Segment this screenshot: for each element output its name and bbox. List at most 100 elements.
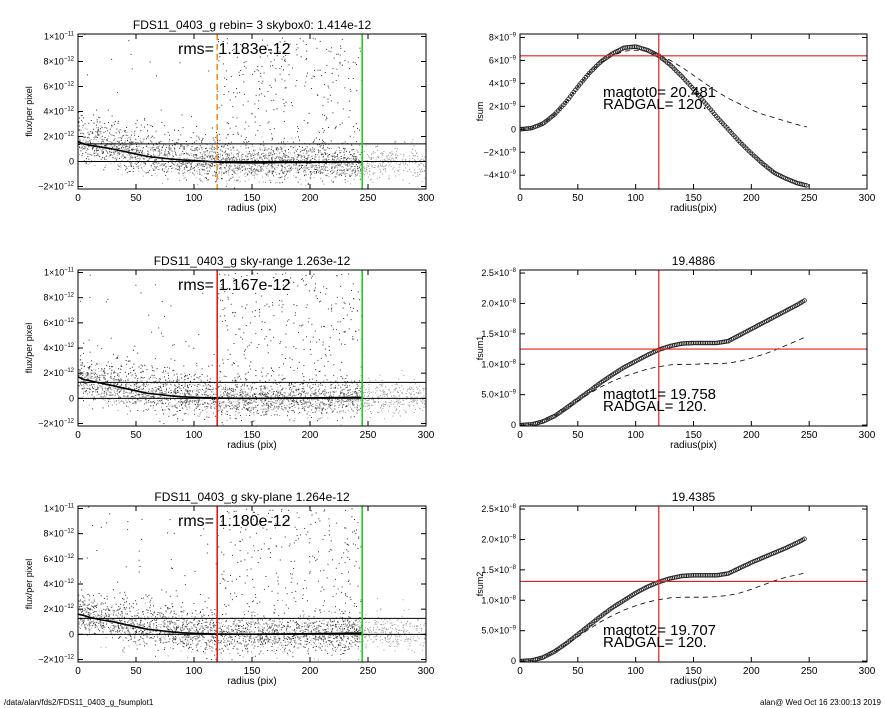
scatter-point [215,156,217,158]
scatter-point [227,133,229,135]
scatter-point [331,304,333,306]
scatter-point [322,341,324,343]
scatter-point [169,380,171,382]
scatter-point [297,285,299,287]
scatter-point [346,159,348,160]
scatter-point [253,174,255,176]
scatter-point [243,141,245,143]
scatter-point [233,147,235,148]
scatter-point [276,165,278,167]
scatter-point [359,129,360,131]
scatter-point [395,396,397,398]
scatter-point [359,50,361,52]
scatter-point [238,152,240,154]
scatter-point [162,386,164,387]
scatter-point [168,148,170,150]
scatter-point [221,409,223,411]
scatter-point [114,151,116,153]
scatter-point [223,167,225,169]
scatter-point [136,387,138,389]
scatter-point [112,144,114,146]
scatter-point [199,162,201,164]
scatter-point [273,288,275,290]
scatter-point [302,165,304,166]
scatter-point [409,160,411,162]
scatter-point [322,131,324,133]
scatter-point [198,399,200,401]
scatter-point [217,156,219,157]
scatter-point [101,141,103,143]
scatter-point [336,296,338,298]
scatter-point [186,391,188,393]
scatter-point [91,161,92,163]
scatter-point [226,287,228,289]
scatter-point [301,155,303,157]
scatter-point [270,53,271,54]
scatter-point [91,360,93,362]
scatter-point [210,407,212,409]
scatter-point [339,61,341,63]
scatter-point [204,402,206,403]
scatter-point [214,398,216,400]
scatter-point [415,399,417,401]
scatter-point [349,110,351,112]
scatter-point [121,138,123,140]
scatter-point [82,127,84,129]
scatter-point [91,369,92,371]
scatter-point [296,164,298,166]
scatter-point [325,355,327,357]
scatter-point [258,153,260,155]
scatter-point [260,167,262,169]
scatter-point [323,84,325,86]
scatter-point [155,284,157,286]
scatter-point [259,88,261,90]
scatter-point [352,400,354,402]
scatter-point [312,387,314,389]
scatter-point [282,156,283,158]
scatter-point [337,163,339,165]
scatter-point [299,179,301,181]
scatter-point [127,149,129,151]
scatter-point [234,389,236,391]
scatter-point [312,336,314,338]
scatter-point [280,341,282,343]
scatter-point [89,296,91,298]
scatter-point [156,175,158,177]
scatter-point [92,132,93,134]
scatter-point [189,394,191,396]
scatter-point [283,142,285,144]
scatter-point [162,409,163,411]
scatter-point [225,180,227,182]
scatter-point [249,322,251,324]
scatter-point [88,367,90,369]
scatter-point [230,177,232,179]
scatter-point [260,395,262,397]
scatter-point [225,147,227,149]
scatter-point [306,163,308,165]
scatter-point [197,173,199,175]
scatter-point [423,170,425,172]
scatter-point [157,150,159,152]
scatter-point [144,161,146,163]
scatter-point [265,404,267,406]
scatter-point [280,146,282,148]
scatter-point [86,137,88,139]
scatter-point [183,158,185,160]
scatter-point [307,157,309,159]
scatter-point [100,128,101,130]
scatter-point [145,386,147,388]
scatter-point [89,137,91,139]
scatter-point [359,162,361,164]
scatter-point [118,151,120,152]
scatter-point [397,154,399,156]
scatter-point [254,154,256,156]
scatter-point [148,152,150,154]
scatter-point [306,150,308,152]
scatter-point [348,116,350,118]
scatter-point [215,175,217,177]
scatter-point [283,154,285,156]
scatter-point [282,394,284,396]
scatter-point [211,146,213,148]
scatter-point [279,396,281,398]
scatter-point [221,162,223,164]
